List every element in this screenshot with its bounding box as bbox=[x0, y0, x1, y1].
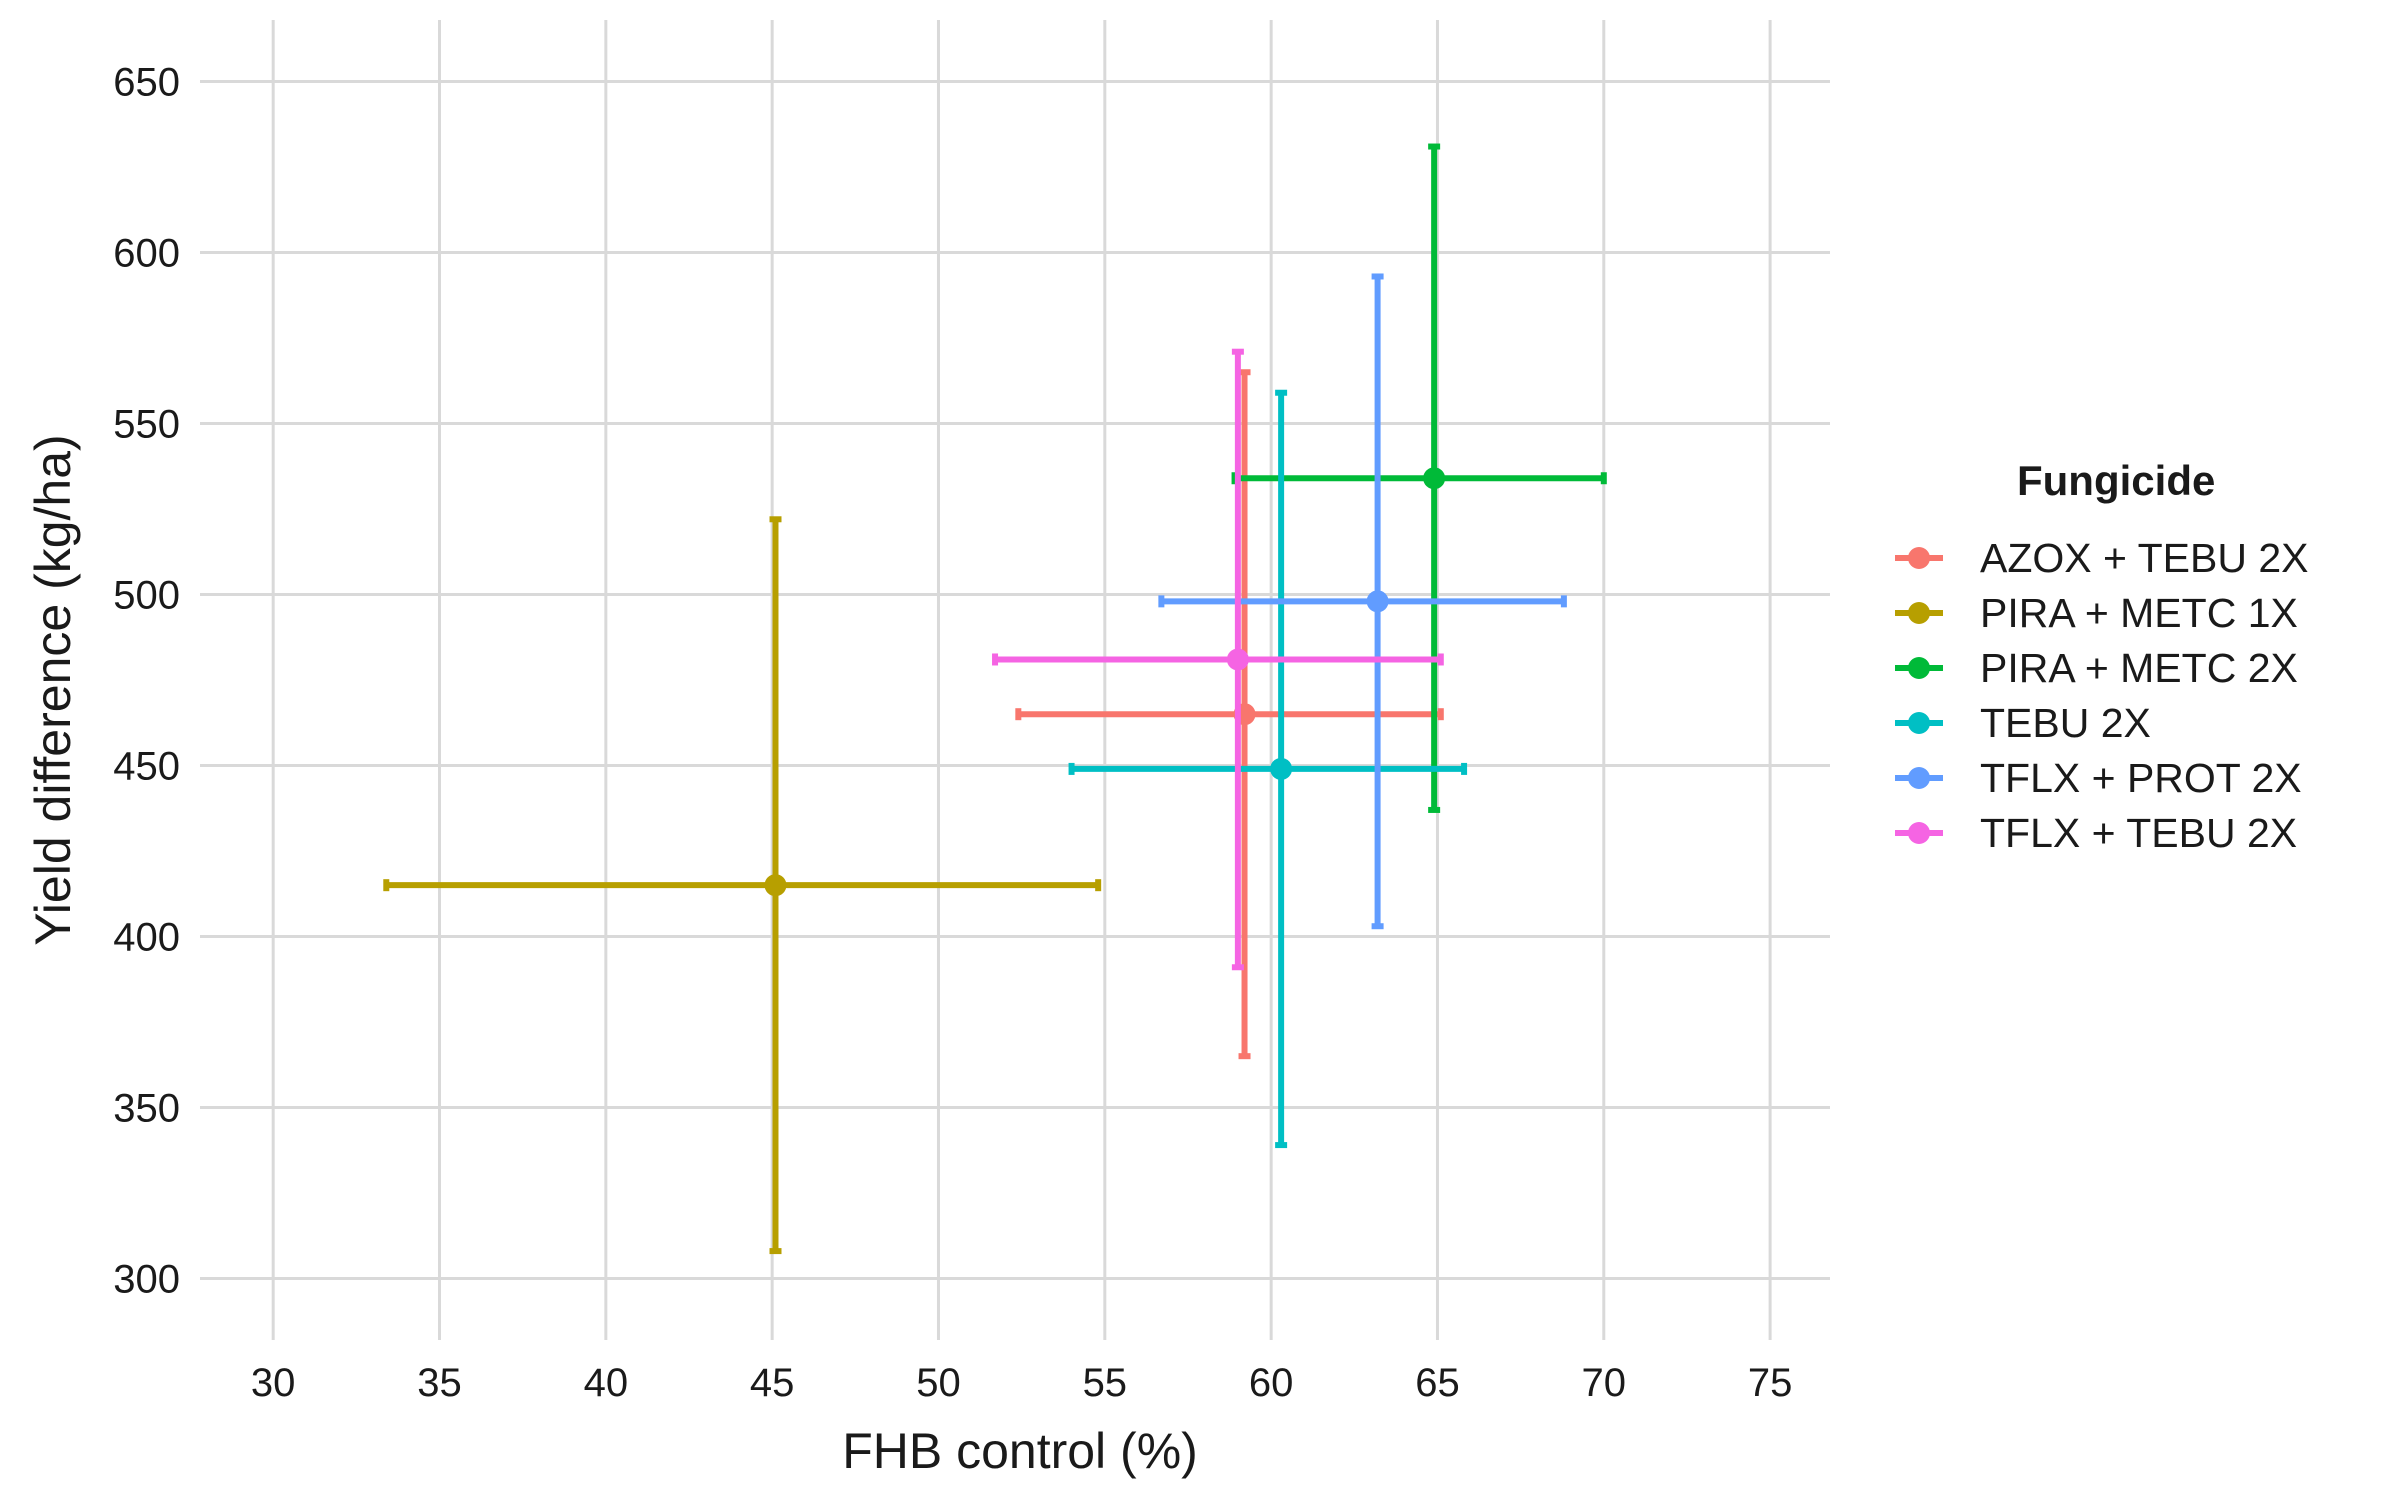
x-tick-label: 50 bbox=[916, 1361, 961, 1405]
y-tick-label: 400 bbox=[113, 915, 180, 959]
x-tick-label: 60 bbox=[1249, 1361, 1294, 1405]
legend-item: AZOX + TEBU 2X bbox=[1895, 535, 2309, 581]
legend-label: PIRA + METC 2X bbox=[1980, 645, 2298, 691]
data-point bbox=[1423, 467, 1446, 490]
legend-label: TFLX + TEBU 2X bbox=[1980, 810, 2297, 856]
legend-label: TEBU 2X bbox=[1980, 700, 2151, 746]
y-tick-label: 300 bbox=[113, 1257, 180, 1301]
series-3 bbox=[1231, 143, 1607, 813]
x-axis-title: FHB control (%) bbox=[842, 1423, 1198, 1479]
y-axis-title: Yield difference (kg/ha) bbox=[25, 434, 81, 945]
y-tick-labels: 300 350 400 450 500 550 600 650 bbox=[113, 61, 180, 1302]
x-tick-label: 70 bbox=[1582, 1361, 1627, 1405]
legend-item: TFLX + PROT 2X bbox=[1895, 755, 2302, 801]
series-4 bbox=[1068, 389, 1468, 1149]
legend-key-point bbox=[1908, 657, 1930, 679]
y-tick-label: 600 bbox=[113, 232, 180, 276]
x-tick-label: 35 bbox=[417, 1361, 462, 1405]
legend-item: PIRA + METC 1X bbox=[1895, 590, 2298, 636]
plot-series bbox=[383, 143, 1607, 1255]
series-6 bbox=[992, 348, 1444, 971]
y-tick-label: 350 bbox=[113, 1086, 180, 1130]
legend-key-point bbox=[1908, 712, 1930, 734]
series-2 bbox=[383, 516, 1102, 1255]
legend-label: AZOX + TEBU 2X bbox=[1980, 535, 2309, 581]
legend-label: TFLX + PROT 2X bbox=[1980, 755, 2302, 801]
y-tick-label: 550 bbox=[113, 403, 180, 447]
data-point bbox=[1270, 757, 1293, 780]
x-tick-labels: 30 35 40 45 50 55 60 65 70 75 bbox=[251, 1361, 1792, 1405]
legend-items: AZOX + TEBU 2X PIRA + METC 1X PIRA + METC … bbox=[1895, 535, 2309, 856]
y-gridlines bbox=[200, 80, 1830, 1280]
x-gridlines bbox=[271, 20, 1772, 1340]
y-tick-label: 650 bbox=[113, 61, 180, 105]
legend-key-point bbox=[1908, 602, 1930, 624]
data-point bbox=[1226, 648, 1249, 671]
legend-item: TFLX + TEBU 2X bbox=[1895, 810, 2297, 856]
legend-key-point bbox=[1908, 547, 1930, 569]
legend: Fungicide AZOX + TEBU 2X PIRA + METC 1X PI… bbox=[1895, 457, 2309, 856]
x-tick-label: 65 bbox=[1415, 1361, 1460, 1405]
legend-key-point bbox=[1908, 822, 1930, 844]
legend-title: Fungicide bbox=[2017, 457, 2215, 504]
legend-item: TEBU 2X bbox=[1895, 700, 2151, 746]
legend-label: PIRA + METC 1X bbox=[1980, 590, 2298, 636]
x-tick-label: 30 bbox=[251, 1361, 296, 1405]
legend-key-point bbox=[1908, 767, 1930, 789]
legend-item: PIRA + METC 2X bbox=[1895, 645, 2298, 691]
x-tick-label: 55 bbox=[1083, 1361, 1128, 1405]
data-point bbox=[764, 874, 787, 897]
y-tick-label: 450 bbox=[113, 744, 180, 788]
x-tick-label: 45 bbox=[750, 1361, 795, 1405]
y-tick-label: 500 bbox=[113, 574, 180, 618]
x-tick-label: 75 bbox=[1748, 1361, 1793, 1405]
x-tick-label: 40 bbox=[584, 1361, 629, 1405]
data-point bbox=[1366, 590, 1389, 613]
series-5 bbox=[1158, 273, 1567, 930]
